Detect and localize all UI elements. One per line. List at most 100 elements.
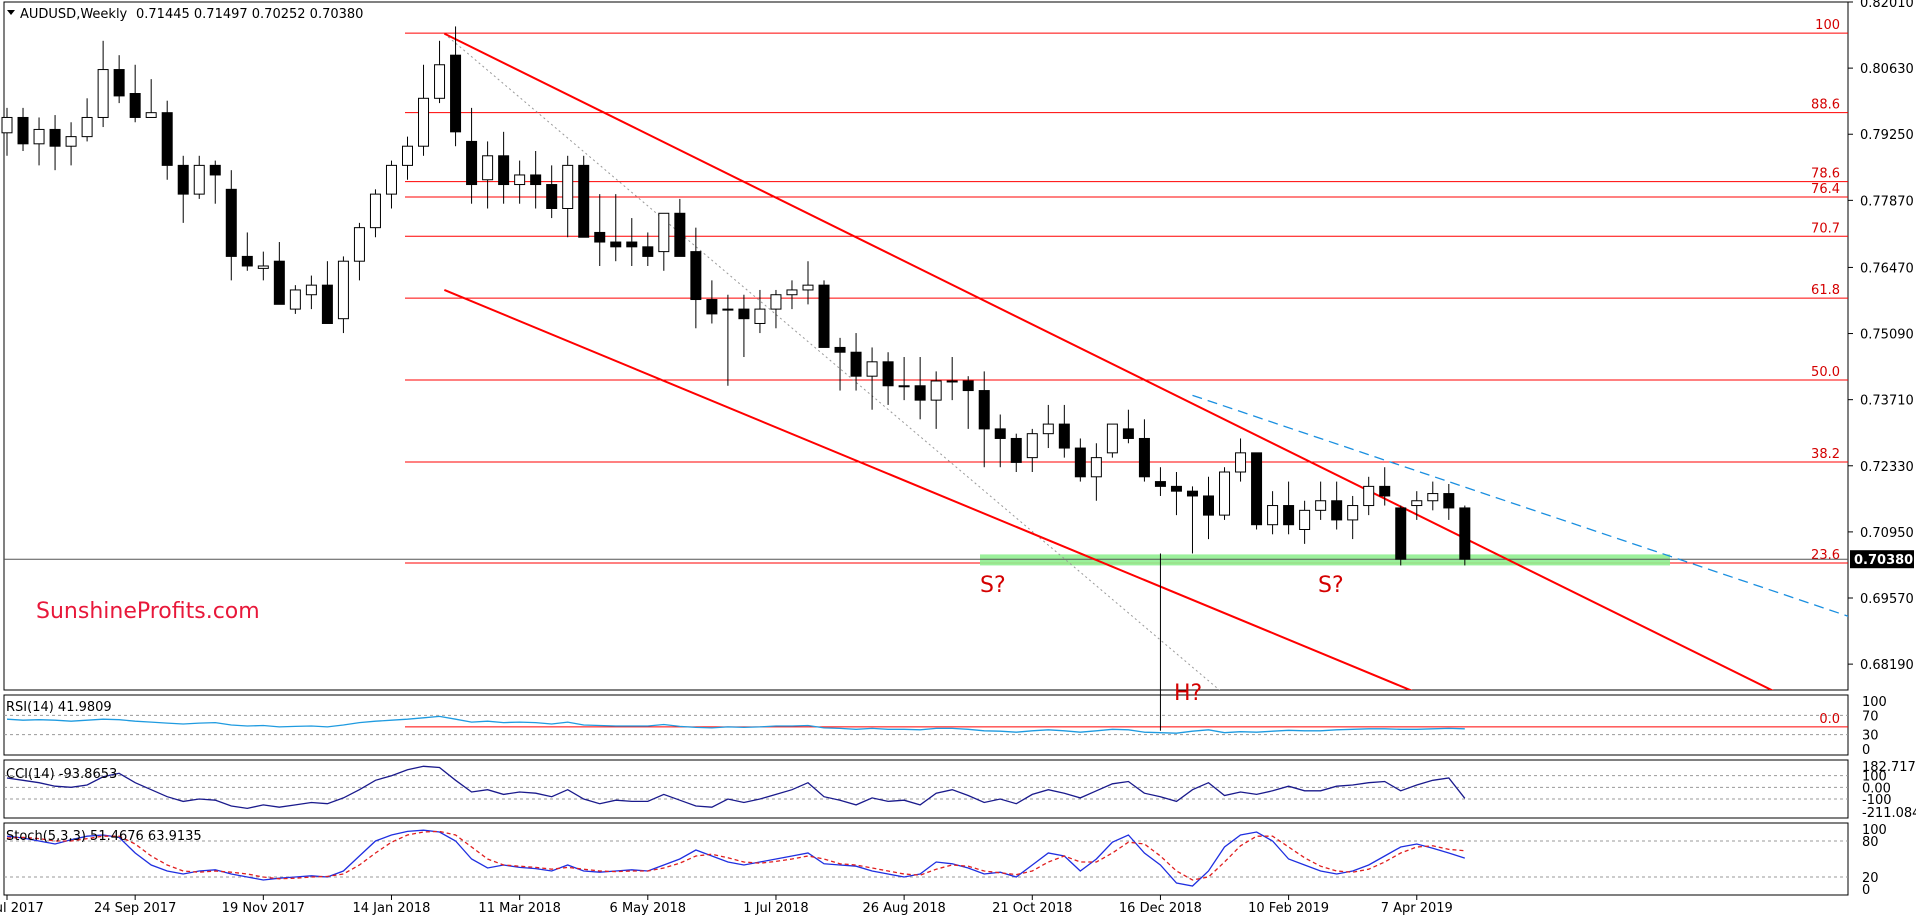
candle-body bbox=[738, 308, 750, 320]
symbol-label: AUDUSD,Weekly bbox=[20, 7, 128, 22]
price-tick-label: 0.79250 bbox=[1860, 128, 1914, 143]
x-tick-label: 30 Jul 2017 bbox=[0, 901, 44, 916]
price-tick-label: 0.69570 bbox=[1860, 592, 1914, 607]
fib-level-label: 76.4 bbox=[1811, 182, 1840, 197]
candle-body bbox=[97, 69, 109, 118]
fib-level-label: 50.0 bbox=[1811, 365, 1840, 380]
candle-body bbox=[353, 227, 365, 262]
candle-body bbox=[305, 284, 317, 296]
candle-body bbox=[385, 164, 397, 195]
candle-body bbox=[1203, 495, 1214, 516]
candle-body bbox=[962, 380, 974, 392]
price-tick-label: 0.72330 bbox=[1860, 460, 1914, 475]
fib-level-label: 61.8 bbox=[1811, 283, 1840, 298]
candle-body bbox=[882, 361, 894, 387]
rsi-title: RSI(14) 41.9809 bbox=[6, 700, 112, 715]
candle-body bbox=[81, 116, 93, 138]
candle-body bbox=[930, 380, 942, 401]
candle-body bbox=[1074, 447, 1086, 478]
candle-body bbox=[850, 351, 862, 377]
price-tick-label: 0.73710 bbox=[1860, 394, 1914, 409]
rsi-line-rsi-14- bbox=[6, 715, 1465, 734]
candle-body bbox=[466, 140, 478, 186]
candle-body bbox=[273, 260, 285, 305]
candle-body bbox=[1138, 437, 1150, 478]
pane-frames bbox=[3, 1, 1849, 896]
candle-body bbox=[450, 54, 462, 133]
stoch-tick-label: 0 bbox=[1862, 883, 1870, 898]
candle-body bbox=[594, 231, 606, 243]
candle-body bbox=[946, 380, 958, 383]
candle-body bbox=[1251, 452, 1263, 526]
rsi-tick-label: 100 bbox=[1862, 695, 1887, 710]
rsi-tick-label: 70 bbox=[1862, 709, 1879, 724]
candle-body bbox=[209, 164, 221, 176]
candle-body bbox=[1154, 481, 1166, 487]
stoch-tick-label: 80 bbox=[1862, 835, 1879, 850]
candle-body bbox=[289, 289, 301, 310]
candle-body bbox=[193, 164, 205, 195]
x-tick-label: 16 Dec 2018 bbox=[1119, 901, 1202, 916]
candle-body bbox=[369, 193, 381, 229]
x-tick-label: 21 Oct 2018 bbox=[992, 901, 1072, 916]
price-tick-label: 0.70950 bbox=[1860, 526, 1914, 541]
cci-tick-label: 182.7177 bbox=[1862, 760, 1916, 775]
candle-body bbox=[241, 255, 253, 267]
fibonacci-levels: 100 88.6 78.676.4 70.7 61.8 50.0 38.2 23.6 0.0 bbox=[405, 18, 1848, 728]
candle-body bbox=[978, 390, 990, 430]
candle-body bbox=[113, 69, 125, 97]
candle-body bbox=[1283, 505, 1295, 526]
candle-body bbox=[1170, 485, 1182, 492]
candle-body bbox=[562, 164, 574, 209]
candle-body bbox=[610, 241, 622, 248]
candle-body bbox=[626, 241, 638, 248]
head-label: H? bbox=[1174, 681, 1202, 706]
candle-body bbox=[1315, 500, 1327, 511]
fib-level-label: 38.2 bbox=[1811, 447, 1840, 462]
price-tick-label: 0.77870 bbox=[1860, 194, 1914, 209]
candle-body bbox=[674, 212, 686, 257]
ohlc-values: 0.71445 0.71497 0.70252 0.70380 bbox=[136, 7, 363, 22]
stoch-line-main bbox=[6, 829, 1465, 887]
price-tick-label: 0.75090 bbox=[1860, 328, 1914, 343]
price-tick-label: 0.82010 bbox=[1860, 0, 1914, 11]
candlesticks bbox=[1, 26, 1471, 731]
candle-body bbox=[1219, 471, 1231, 516]
fib-level-label: 88.6 bbox=[1811, 98, 1840, 113]
stoch-line-signal bbox=[6, 830, 1465, 881]
candle-body bbox=[1443, 493, 1455, 509]
support-zone-rect bbox=[980, 554, 1670, 566]
candle-body bbox=[994, 428, 1006, 439]
candle-body bbox=[129, 93, 141, 118]
candle-body bbox=[257, 265, 269, 269]
cci-line-cci-14- bbox=[6, 765, 1466, 810]
cci-tick-label: 100 bbox=[1862, 770, 1887, 785]
candle-body bbox=[1347, 505, 1359, 521]
stoch-tick-label: 20 bbox=[1862, 871, 1879, 886]
candle-body bbox=[578, 164, 590, 238]
rsi-tick-label: 0 bbox=[1862, 743, 1870, 758]
candle-body bbox=[402, 145, 413, 166]
candle-body bbox=[1331, 500, 1343, 521]
candle-body bbox=[482, 155, 494, 181]
candle-body bbox=[1395, 507, 1407, 560]
candle-body bbox=[1090, 457, 1102, 478]
candle-body bbox=[514, 174, 526, 186]
dropdown-triangle-icon[interactable] bbox=[7, 10, 15, 15]
diagonal-dotted-line bbox=[444, 33, 1221, 690]
pane-frame-cci bbox=[3, 759, 1849, 819]
price-tick-label: 0.80630 bbox=[1860, 62, 1914, 77]
cci-tick-label: -211.0841 bbox=[1862, 806, 1916, 821]
cci-title: CCI(14) -93.8653 bbox=[6, 767, 117, 782]
cci-tick-label: 0.00 bbox=[1862, 781, 1891, 796]
candle-body bbox=[1010, 437, 1022, 463]
x-tick-label: 10 Feb 2019 bbox=[1248, 901, 1329, 916]
candle-body bbox=[1122, 428, 1134, 439]
indicator-lines bbox=[6, 715, 1466, 887]
stoch-title: Stoch(5,3,3) 51.4676 63.9135 bbox=[6, 829, 202, 844]
pane-frame-stoch bbox=[3, 822, 1849, 896]
rsi-tick-label: 30 bbox=[1862, 729, 1879, 744]
trend-lines bbox=[4, 32, 1848, 690]
